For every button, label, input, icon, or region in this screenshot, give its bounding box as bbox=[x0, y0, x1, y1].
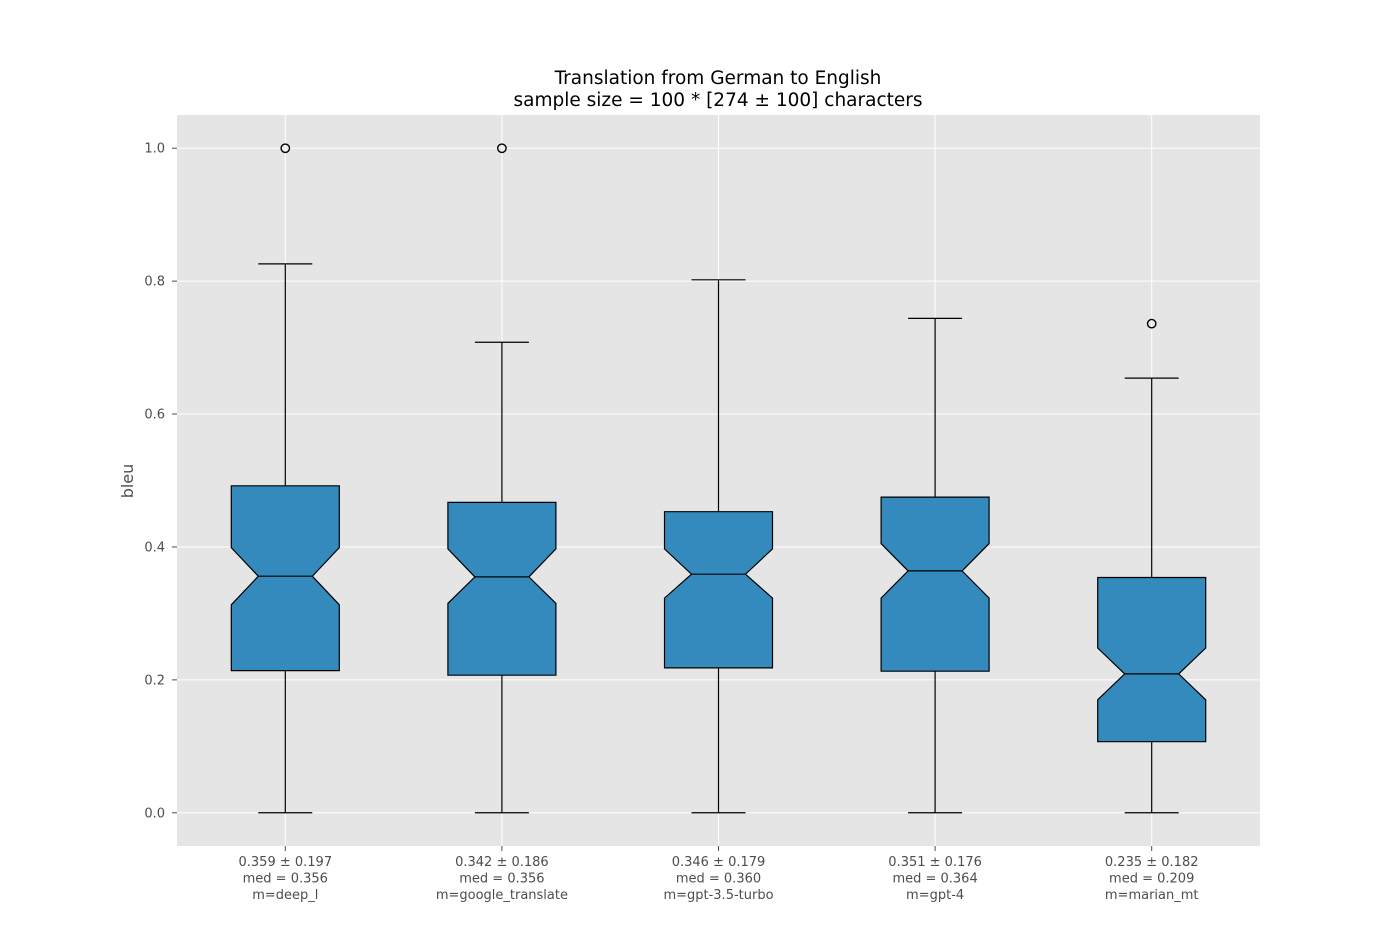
y-tick-label: 1.0 bbox=[144, 142, 165, 157]
box-2 bbox=[447, 143, 557, 814]
x-tick-label: 0.235 ± 0.182 bbox=[1105, 855, 1199, 870]
x-tick-label: med = 0.360 bbox=[676, 872, 761, 887]
chart-title-line-1: Translation from German to English bbox=[554, 68, 882, 89]
y-tick-label: 0.6 bbox=[144, 408, 165, 423]
box-body bbox=[230, 485, 340, 672]
x-tick-label: m=marian_mt bbox=[1105, 888, 1199, 903]
box-1 bbox=[230, 143, 340, 814]
outlier-point bbox=[1146, 318, 1157, 329]
chart-title-line-2: sample size = 100 * [274 ± 100] characte… bbox=[513, 90, 922, 111]
x-tick-label: m=gpt-3.5-turbo bbox=[663, 888, 773, 903]
x-tick-label: m=google_translate bbox=[436, 888, 568, 903]
outlier-point bbox=[280, 143, 291, 154]
box-body bbox=[663, 511, 774, 669]
x-tick-label: med = 0.209 bbox=[1109, 872, 1194, 887]
box-body bbox=[1097, 576, 1207, 743]
box-body bbox=[880, 496, 990, 672]
x-tick-label: med = 0.356 bbox=[459, 872, 544, 887]
x-tick-label: 0.351 ± 0.176 bbox=[888, 855, 982, 870]
y-tick-label: 0.4 bbox=[144, 540, 165, 555]
y-tick-label: 0.2 bbox=[144, 673, 165, 688]
x-tick-label: med = 0.364 bbox=[892, 872, 977, 887]
x-tick-label: 0.342 ± 0.186 bbox=[455, 855, 549, 870]
x-tick-label: 0.346 ± 0.179 bbox=[672, 855, 766, 870]
y-axis-label: bleu bbox=[118, 464, 137, 499]
box-4 bbox=[880, 317, 990, 814]
x-tick-label: m=deep_l bbox=[252, 888, 318, 903]
box-body bbox=[447, 501, 557, 676]
boxes bbox=[230, 143, 1207, 814]
y-tick-label: 0.8 bbox=[144, 275, 165, 290]
box-5 bbox=[1097, 318, 1207, 814]
x-tick-label: m=gpt-4 bbox=[906, 888, 964, 903]
box-3 bbox=[663, 279, 774, 814]
y-axis-ticks: 0.0 0.2 0.4 0.6 0.8 1.0 bbox=[144, 142, 177, 821]
y-tick-label: 0.0 bbox=[144, 806, 165, 821]
outlier-point bbox=[496, 143, 507, 154]
x-tick-label: med = 0.356 bbox=[243, 872, 328, 887]
x-tick-label: 0.359 ± 0.197 bbox=[239, 855, 333, 870]
